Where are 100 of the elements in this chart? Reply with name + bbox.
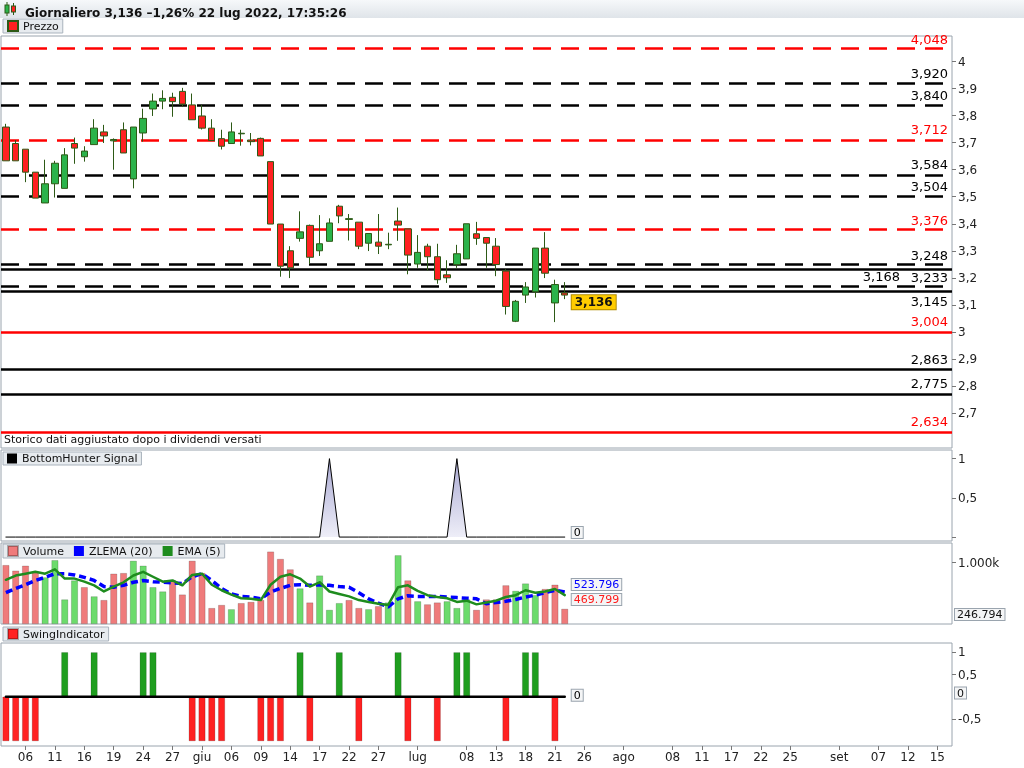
bar <box>208 608 216 624</box>
candlestick <box>110 137 117 171</box>
y-tick-label: 3 <box>958 324 966 339</box>
data-label: 0 <box>573 688 581 702</box>
candlestick <box>355 221 363 250</box>
bar <box>463 599 471 624</box>
candlestick <box>463 223 470 260</box>
bar <box>257 600 265 624</box>
ref-line-label: 3,004 <box>910 313 948 329</box>
bar <box>541 589 549 624</box>
x-tick-label: 25 <box>782 750 798 764</box>
bar <box>188 560 196 624</box>
candlestick <box>434 243 441 285</box>
candlestick <box>247 132 255 146</box>
x-tick-label: 07 <box>870 750 887 764</box>
bar <box>169 580 176 624</box>
bar <box>80 587 88 624</box>
bar <box>531 595 539 624</box>
bar <box>335 603 343 624</box>
y-tick-label: 3,6 <box>958 162 978 177</box>
candlestick <box>130 126 137 189</box>
y-tick-label: 3,9 <box>958 81 978 96</box>
bar <box>149 587 157 624</box>
candlestick <box>541 231 549 279</box>
candlestick <box>188 93 196 121</box>
y-tick-label: 2,9 <box>958 351 978 366</box>
bar <box>473 609 480 624</box>
x-tick-label: 13 <box>488 750 504 764</box>
bar <box>218 604 226 624</box>
legend-label: ZLEMA (20) <box>88 544 153 558</box>
candlestick <box>139 108 147 143</box>
bar <box>100 600 108 624</box>
bar <box>237 603 245 624</box>
bar <box>110 573 118 624</box>
y-tick-label: 3,7 <box>958 135 978 150</box>
bar <box>306 602 314 624</box>
ref-line-label: 3,376 <box>910 213 948 229</box>
ref-line-label: 2,775 <box>910 375 948 391</box>
candlestick <box>473 221 480 246</box>
candlestick <box>149 93 157 117</box>
legend-label: EMA (5) <box>177 544 221 558</box>
candlestick <box>365 232 372 252</box>
candlestick <box>71 137 78 165</box>
candlestick <box>179 87 186 108</box>
candlestick <box>492 237 500 277</box>
candlestick <box>502 268 510 316</box>
x-tick-label: ago <box>612 750 635 764</box>
text: 3,136 <box>574 295 613 310</box>
bar <box>12 570 20 624</box>
candlestick <box>453 244 461 269</box>
text: 0 <box>957 686 964 700</box>
candlestick <box>385 232 392 250</box>
bar <box>375 606 382 624</box>
y-tick-label: 1 <box>958 645 966 660</box>
candlestick <box>159 89 166 110</box>
candlestick <box>404 228 412 275</box>
x-tick-label: 15 <box>929 750 945 764</box>
bar <box>286 569 294 624</box>
candlestick <box>238 129 245 147</box>
bar <box>433 602 441 624</box>
ref-line-label: 2,863 <box>910 351 948 367</box>
candlestick <box>120 121 127 154</box>
candlestick <box>414 234 421 269</box>
legend-label: Volume <box>23 544 65 558</box>
candlestick <box>12 139 19 162</box>
bar <box>139 565 147 624</box>
candlestick <box>81 145 88 163</box>
bar <box>51 560 59 624</box>
bar <box>41 577 49 624</box>
candlestick <box>561 281 568 300</box>
ref-line-label: 3,920 <box>910 66 948 82</box>
bar <box>90 596 98 624</box>
candlestick <box>2 123 10 162</box>
data-label: 0 <box>573 526 581 539</box>
y-tick-label: 3,8 <box>958 108 978 123</box>
candlestick <box>306 224 314 265</box>
candlestick <box>267 161 274 225</box>
y-tick-label: 0,5 <box>958 667 978 682</box>
candlestick <box>443 259 451 284</box>
x-tick-label: 17 <box>723 750 740 764</box>
bar <box>198 573 206 624</box>
candlestick <box>90 118 98 146</box>
x-tick-label: set <box>830 750 849 764</box>
bar <box>2 565 10 624</box>
bar <box>227 609 235 624</box>
y-tick-label: 3,5 <box>958 189 978 204</box>
x-tick-label: 08 <box>459 750 475 764</box>
ref-line-label: 3,504 <box>910 178 948 194</box>
bar <box>326 609 333 624</box>
x-tick-label: 09 <box>253 750 269 764</box>
y-tick-label: -0,5 <box>958 711 982 726</box>
x-tick-label: 18 <box>517 750 534 764</box>
ref-line-label: 3,840 <box>910 87 948 103</box>
bar <box>31 572 39 624</box>
x-tick-label: giu <box>192 750 212 764</box>
x-tick-label: 12 <box>900 750 916 764</box>
candlestick <box>218 129 225 150</box>
legend-label: BottomHunter Signal <box>22 452 138 465</box>
x-tick-label: 14 <box>282 750 298 764</box>
x-tick-label: 27 <box>370 750 387 764</box>
